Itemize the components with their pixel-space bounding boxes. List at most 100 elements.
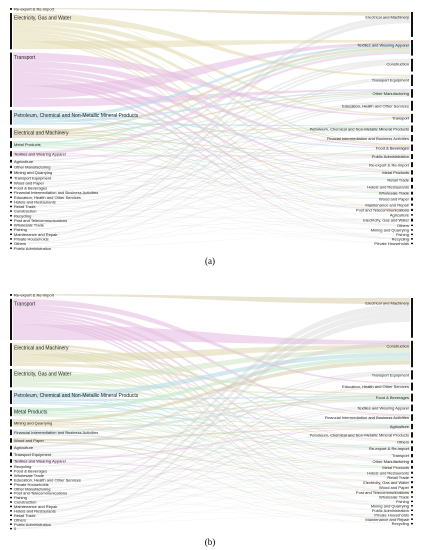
left-node-label-other-manufacturing: Other Manufacturing [14,165,50,170]
left-node-label-transport-equipment: Transport Equipment [14,175,52,180]
left-node-bar-post-and-telecommunications [10,492,12,494]
left-node-bar-wholesale-trade [10,474,12,477]
flow-link [13,91,410,136]
right-node-label-post-and-telecommunications: Post and Telecommunications [356,490,409,495]
flow-link [13,182,410,199]
flow-link [13,19,410,240]
left-node-label-fishing: Fishing [14,495,27,500]
flow-link [13,185,410,208]
flow-link [13,163,410,230]
left-node-label-metal-products: Metal Products [14,409,48,415]
flow-link [13,136,410,155]
left-node-bar-food-and-beverages [10,186,12,189]
right-node-label-others: Others [397,223,409,228]
left-node-bar-mining-and-quarrying [10,171,12,174]
flow-link [13,342,410,449]
left-node-label-electricity-gas-and-water: Electricity, Gas and Water [14,372,72,378]
flow-link [13,114,410,211]
left-node-bar-agriculture [10,159,12,163]
flow-link [13,466,410,497]
flow-link [13,390,410,462]
flow-link [13,178,410,230]
left-node-bar-others [10,519,12,521]
flow-link [13,179,410,193]
flow-link [13,204,410,239]
flow-link [13,462,410,524]
flow-link [13,393,410,520]
left-node-bar-re-export-and-re-import [10,8,12,10]
left-node-label-education-health-and-other-services: Education, Health and Other Services [14,195,81,200]
right-node-label-others: Others [397,440,409,445]
flow-link [13,173,410,215]
right-node-bar-hotels-and-restaurants [411,185,413,189]
flow-link [13,433,410,468]
left-node-bar-wholesale-trade [10,224,12,226]
flow-link [13,130,410,226]
flow-link [13,51,410,156]
right-node-label-electrical-and-machinery: Electrical and Machinery [365,15,409,20]
flow-link [13,92,410,146]
flow-link [13,141,410,194]
left-node-label-petroleum-chemical-and-non-metallic-mineral-products: Petroleum, Chemical and Non-Metallic Min… [14,393,139,399]
flow-link [13,135,410,198]
flow-link [13,100,410,194]
flow-link [13,406,410,498]
flow-link [13,312,410,461]
right-node-bar-other-manufacturing [411,89,413,98]
flow-link [13,219,410,244]
flow-link [13,370,410,468]
right-node-label-public-administration: Public Administration [372,508,409,513]
right-node-label-hotels-and-restaurants: Hotels and Restaurants [367,470,409,475]
right-node-bar-electrical-and-machinery [411,12,413,37]
flow-link [13,477,410,525]
left-node-label-private-households: Private Households [14,237,49,242]
left-node-label-public-administration: Public Administration [14,246,51,251]
flow-link [13,394,410,455]
left-node-bar-food-and-beverages [10,470,12,472]
left-node-bar-construction [10,210,12,212]
left-node-label-electricity-gas-and-water: Electricity, Gas and Water [14,16,72,22]
flow-link [13,129,410,183]
flow-link [13,128,410,194]
flow-link [13,472,410,498]
flow-link [13,448,410,450]
right-node-label-financial-intermediation-and-business-activities: Financial Intermediation and Business Ac… [325,415,409,420]
flow-link [13,39,410,50]
flow-link [13,90,410,123]
flow-link [13,117,410,249]
left-node-label-agriculture: Agriculture [14,159,34,164]
flow-link [13,110,410,149]
right-node-bar-construction [411,58,413,72]
left-node-label-recycling: Recycling [14,213,31,218]
right-node-bar-recycling [411,238,413,240]
left-node-bar-transport-equipment [10,452,12,457]
flow-link [13,449,410,467]
left-node-label-wholesale-trade: Wholesale Trade [14,473,45,478]
flow-link [13,405,410,485]
flow-link [13,9,410,210]
right-node-label-other-manufacturing: Other Manufacturing [373,91,409,96]
flow-link [13,383,410,508]
left-node-label-transport: Transport [14,55,36,61]
left-node-bar-fishing [10,496,12,499]
right-node-bar-re-export-and-re-import [411,446,413,451]
flow-link [13,467,410,471]
flow-link [13,449,410,497]
left-node-bar-maintenance-and-repair [10,505,12,508]
left-node-bar-maintenance-and-repair [10,233,12,235]
flow-link [13,395,410,402]
left-node-label-others: Others [14,517,26,522]
flow-link [13,156,410,174]
right-node-bar-electrical-and-machinery [411,298,413,338]
flow-link [13,142,410,226]
right-node-bar-textiles-and-wearing-apparel [411,404,413,412]
flow-link [13,374,410,520]
flow-link [13,442,410,530]
right-node-bar-private-households [411,514,413,516]
flow-link [13,127,410,147]
flow-link [13,433,410,502]
right-node-bar-re-export-and-re-import [411,162,413,168]
flow-link [13,8,410,16]
right-node-bar-transport-equipment [411,74,413,87]
flow-link [13,460,410,483]
